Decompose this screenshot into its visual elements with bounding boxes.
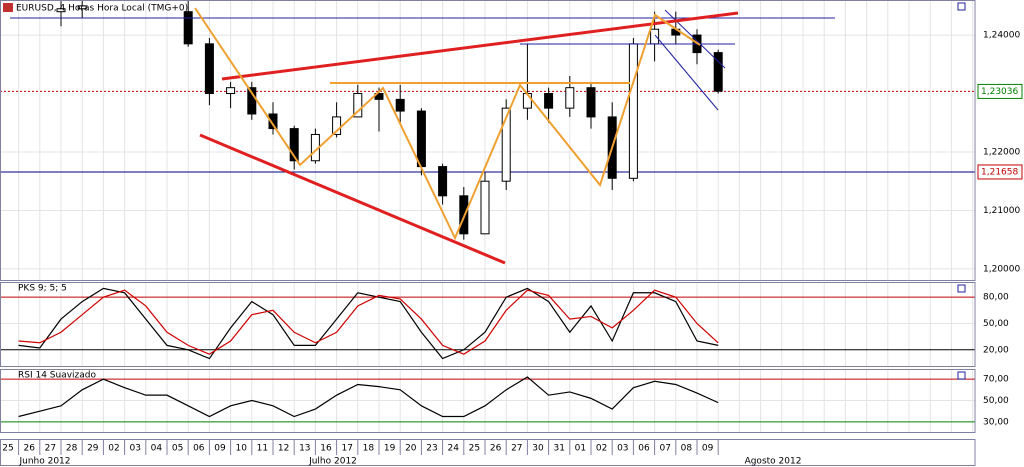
x-tick-label: 03: [617, 444, 628, 454]
y-tick-label: 50,00: [983, 319, 1009, 329]
indicator-line: [18, 289, 719, 355]
x-tick-label: 05: [172, 444, 183, 454]
candle-body: [395, 98, 405, 112]
month-label: Agosto 2012: [745, 457, 802, 467]
candle-body: [289, 128, 299, 162]
symbol-icon: [3, 3, 13, 12]
candle-body: [247, 87, 257, 115]
x-tick-label: 26: [490, 444, 502, 454]
x-tick-label: 03: [129, 444, 140, 454]
x-tick-label: 13: [299, 444, 310, 454]
candle-body: [501, 107, 511, 182]
panel-title: RSI 14 Suavizado: [18, 371, 97, 381]
x-tick-label: 25: [469, 444, 480, 454]
x-tick-label: 29: [87, 444, 99, 454]
candle-body: [544, 93, 554, 109]
x-tick-label: 24: [447, 444, 459, 454]
panel-button: [957, 2, 966, 11]
channel-line: [654, 34, 719, 111]
x-tick-label: 10: [235, 444, 247, 454]
panel-frame: [0, 369, 976, 433]
y-tick-label: 1,24000: [983, 31, 1020, 41]
candle-body: [204, 43, 214, 95]
y-tick-label: 20,00: [983, 345, 1009, 355]
x-tick-label: 25: [2, 444, 13, 454]
x-tick-label: 07: [659, 444, 670, 454]
y-tick-label: 1,21000: [983, 206, 1020, 216]
x-tick-label: 09: [702, 444, 714, 454]
month-label: Julho 2012: [308, 457, 357, 467]
x-tick-label: 08: [681, 444, 693, 454]
candle-body: [332, 116, 342, 135]
candle-body: [268, 113, 278, 130]
price-label-box: [977, 164, 1023, 180]
candle-body: [565, 87, 575, 109]
x-tick-label: 06: [638, 444, 650, 454]
panel-title: PKS 9; 5; 5: [18, 284, 67, 294]
y-tick-label: 80,00: [983, 293, 1009, 303]
x-tick-label: 01: [575, 444, 586, 454]
x-tick-label: 31: [553, 444, 564, 454]
indicator-line: [18, 287, 719, 360]
x-tick-label: 20: [405, 444, 417, 454]
x-tick-label: 27: [511, 444, 522, 454]
x-tick-label: 02: [108, 444, 119, 454]
drawings: [10, 7, 835, 265]
panel-frame: [0, 0, 976, 281]
x-tick-label: 04: [151, 444, 163, 454]
candle-body: [226, 87, 236, 95]
x-tick-label: 17: [341, 444, 352, 454]
x-tick-label: 19: [384, 444, 396, 454]
x-tick-label: 28: [66, 444, 78, 454]
grid: [0, 0, 975, 432]
y-tick-label: 70,00: [983, 375, 1009, 385]
panel-frame: [0, 282, 976, 367]
candle-body: [416, 110, 426, 168]
panel-button: [957, 284, 966, 293]
candle-body: [713, 52, 723, 92]
candle-body: [56, 8, 66, 13]
candle-body: [628, 43, 638, 179]
y-tick-label: 1,20000: [983, 264, 1020, 274]
x-tick-label: 26: [23, 444, 35, 454]
zigzag: [194, 7, 701, 241]
candle-body: [650, 28, 660, 45]
x-tick-label: 12: [278, 444, 289, 454]
candle-body: [480, 180, 490, 235]
y-tick-label: 50,00: [983, 396, 1009, 406]
x-tick-label: 09: [214, 444, 226, 454]
x-tick-label: 11: [257, 444, 268, 454]
x-tick-label: 06: [193, 444, 205, 454]
x-axis-frame: [0, 439, 976, 466]
price-label-box: [977, 83, 1023, 99]
y-tick-label: 1,22000: [983, 147, 1020, 157]
x-tick-label: 27: [45, 444, 56, 454]
candle-body: [586, 87, 596, 118]
price-label: 1,23036: [981, 87, 1018, 97]
indicator-line: [18, 376, 719, 418]
x-tick-label: 23: [426, 444, 437, 454]
x-tick-label: 16: [320, 444, 332, 454]
candle-body: [183, 11, 193, 45]
x-tick-label: 18: [363, 444, 375, 454]
x-tick-label: 30: [532, 444, 544, 454]
x-tick-label: 02: [596, 444, 607, 454]
y-tick-label: 30,00: [983, 417, 1009, 427]
month-label: Junho 2012: [18, 457, 70, 467]
price-label: 1,21658: [981, 167, 1018, 177]
candle-body: [77, 5, 87, 10]
chart-title: EURUSD, 4 Horas Hora Local (TMG+0): [16, 4, 188, 14]
candle-body: [353, 93, 363, 118]
trend-line: [199, 133, 506, 265]
candle-body: [438, 166, 448, 197]
panel-button: [957, 371, 966, 380]
